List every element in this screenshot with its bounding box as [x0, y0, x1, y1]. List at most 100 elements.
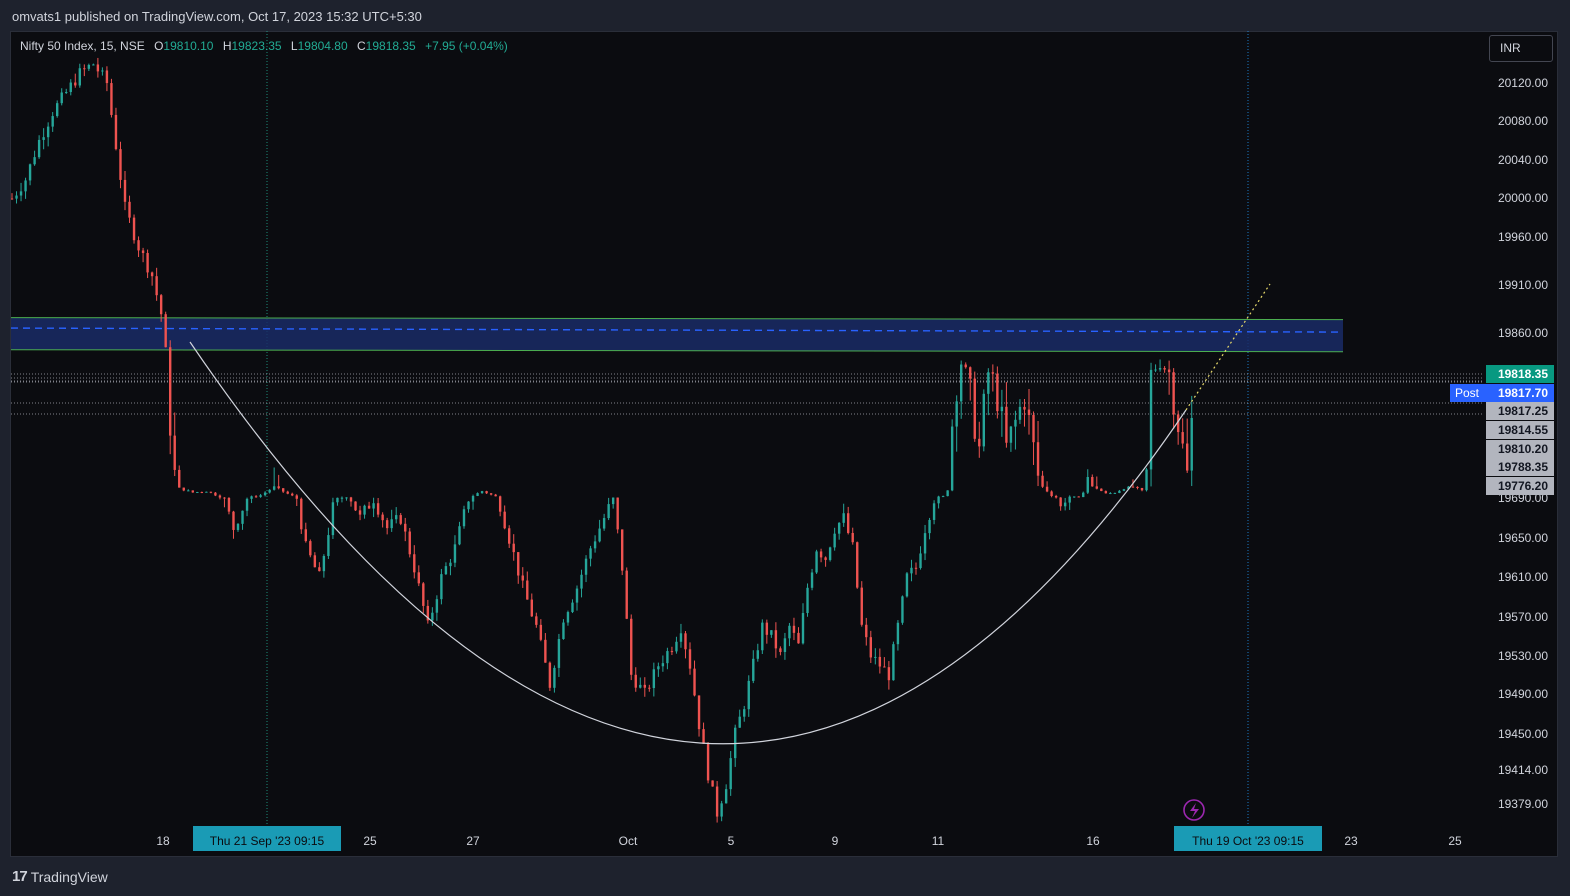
candle-body	[905, 573, 909, 597]
price-label	[1486, 440, 1554, 458]
candle-body	[96, 64, 100, 72]
candle-body	[65, 91, 68, 93]
tradingview-logo[interactable]: 17 TradingView	[12, 868, 108, 885]
x-axis-tick: Oct	[619, 834, 638, 848]
price-label	[1486, 458, 1554, 476]
high-value: 19823.35	[231, 39, 282, 53]
symbol-label[interactable]: Nifty 50 Index, 15, NSE	[20, 39, 145, 53]
candle-body	[413, 554, 416, 573]
candle-body	[1118, 490, 1121, 493]
candle-body	[919, 553, 922, 569]
candle-body	[969, 367, 972, 379]
candle-body	[896, 622, 900, 645]
y-axis-tick: 19960.00	[1498, 230, 1548, 244]
open-label: O	[154, 39, 164, 53]
candle-body	[372, 503, 375, 509]
candle-body	[449, 562, 452, 567]
candle-body	[566, 612, 570, 623]
y-axis-tick: 19490.00	[1498, 687, 1548, 701]
candle-body	[272, 486, 276, 490]
candle-body	[1145, 469, 1148, 491]
candle-body	[1018, 406, 1022, 420]
candle-body	[300, 498, 303, 530]
candle-body	[1054, 495, 1058, 498]
candle-body	[498, 496, 502, 512]
candle-body	[1050, 491, 1053, 496]
candle-body	[752, 658, 755, 681]
candle-body	[1140, 487, 1144, 491]
candle-body	[883, 666, 886, 668]
candle-body	[101, 70, 104, 72]
candle-body	[937, 496, 940, 504]
candle-body	[173, 435, 176, 470]
candle-body	[200, 491, 204, 493]
ohlc-legend: Nifty 50 Index, 15, NSE O19810.10 H19823…	[20, 39, 508, 53]
candle-body	[1109, 493, 1112, 495]
candle-body	[639, 684, 642, 688]
candle-body	[765, 622, 769, 635]
price-label	[1486, 421, 1554, 439]
y-axis-tick: 20000.00	[1498, 191, 1548, 205]
open-value: 19810.10	[163, 39, 214, 53]
y-axis-tick: 19610.00	[1498, 570, 1548, 584]
candle-body	[697, 695, 701, 730]
candle-body	[720, 803, 723, 817]
candle-body	[1082, 492, 1085, 498]
candle-body	[562, 622, 565, 640]
candle-body	[770, 630, 773, 635]
candle-body	[557, 639, 561, 668]
price-label-text: 19776.20	[1498, 479, 1548, 493]
candle-body	[159, 295, 163, 315]
candle-body	[15, 195, 18, 199]
candle-body	[982, 393, 985, 447]
y-axis-tick: 20040.00	[1498, 153, 1548, 167]
candle-body	[1032, 414, 1035, 443]
chart-area[interactable]	[10, 31, 1558, 857]
crosshair-date-label	[1174, 826, 1322, 851]
candle-body	[263, 492, 267, 496]
candle-body	[1149, 369, 1153, 470]
candle-body	[788, 625, 791, 639]
candle-body	[729, 758, 732, 790]
candle-body	[327, 535, 330, 556]
x-axis-tick: 23	[1344, 834, 1358, 848]
candle-body	[404, 523, 407, 532]
candle-body	[946, 490, 949, 497]
candle-body	[1190, 417, 1193, 471]
candle-body	[146, 253, 149, 273]
candle-body	[485, 491, 488, 494]
candle-body	[250, 496, 253, 499]
candle-body	[354, 501, 357, 511]
candle-body	[801, 613, 805, 644]
candle-body	[349, 497, 353, 502]
candle-body	[259, 495, 262, 497]
candle-body	[928, 519, 931, 534]
candle-body	[923, 533, 927, 554]
candle-body	[616, 497, 619, 530]
candle-body	[83, 68, 86, 70]
resistance-zone-top	[10, 317, 1344, 321]
currency-button[interactable]: INR	[1489, 35, 1553, 62]
candle-body	[1045, 486, 1049, 492]
candle-body	[702, 729, 705, 744]
candle-body	[734, 727, 737, 759]
x-axis-tick: 11	[932, 834, 945, 848]
candle-body	[851, 532, 854, 543]
candle-body	[476, 493, 479, 496]
candle-body	[575, 588, 579, 603]
candle-body	[1091, 477, 1094, 487]
candle-body	[367, 505, 371, 509]
lightning-icon	[1190, 803, 1199, 818]
y-axis-tick: 19530.00	[1498, 649, 1548, 663]
candle-body	[711, 780, 714, 787]
candle-body	[286, 491, 289, 494]
candle-body	[178, 469, 181, 488]
candle-body	[535, 616, 538, 625]
candle-body	[132, 217, 136, 241]
candle-body	[779, 648, 782, 652]
candle-body	[978, 438, 981, 447]
candle-body	[1131, 486, 1135, 488]
candle-body	[860, 587, 863, 625]
candles-group	[11, 57, 1193, 823]
